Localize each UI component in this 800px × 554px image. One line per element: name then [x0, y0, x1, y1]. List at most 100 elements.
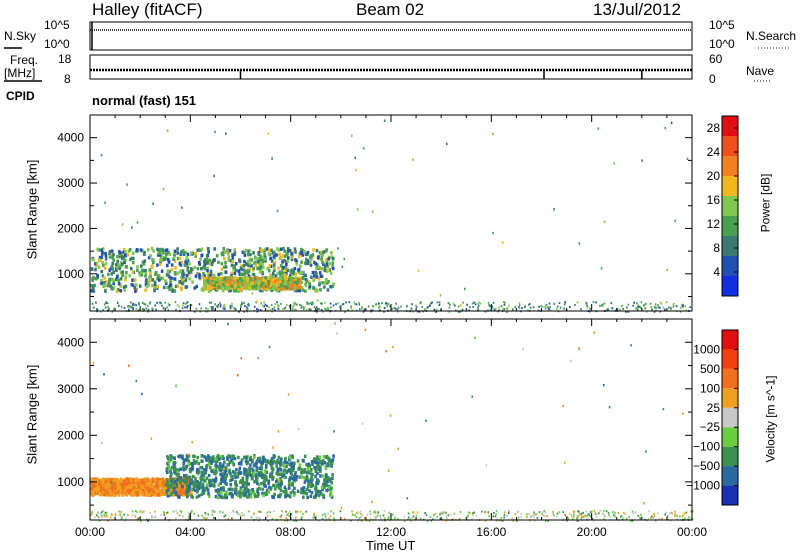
echo-cell — [245, 474, 249, 478]
echo-cell — [277, 455, 281, 460]
echo-cell — [341, 303, 344, 306]
echo-cell — [285, 285, 289, 289]
echo-cell — [96, 247, 99, 251]
echo-cell — [264, 259, 267, 263]
echo-cell — [169, 470, 172, 474]
echo-cell — [113, 307, 115, 310]
echo-cell — [358, 303, 361, 306]
echo-cell — [643, 502, 645, 505]
echo-cell — [102, 487, 105, 491]
echo-cell — [144, 288, 147, 292]
echo-cell — [128, 481, 131, 485]
echo-cell — [383, 119, 386, 122]
echo-cell — [397, 447, 400, 450]
echo-cell — [624, 512, 627, 515]
echo-cell — [282, 272, 285, 276]
echo-cell — [266, 247, 269, 251]
echo-cell — [275, 478, 279, 482]
echo-cell — [580, 512, 583, 515]
echo-cell — [666, 515, 669, 518]
echo-cell — [180, 260, 184, 265]
echo-cell — [243, 301, 245, 304]
echo-cell — [265, 463, 268, 467]
echo-cell — [310, 483, 313, 487]
echo-cell — [495, 509, 498, 512]
echo-cell — [257, 308, 260, 311]
echo-cell — [242, 493, 245, 497]
power-colorbar-segment — [722, 196, 738, 216]
echo-cell — [253, 493, 257, 497]
echo-cell — [145, 492, 148, 497]
echo-cell — [207, 473, 211, 478]
echo-cell — [593, 510, 596, 513]
echo-cell — [262, 455, 265, 459]
echo-cell — [161, 304, 163, 307]
echo-cell — [262, 249, 265, 253]
echo-cell — [145, 482, 149, 486]
echo-cell — [275, 289, 279, 293]
echo-cell — [185, 473, 188, 478]
echo-cell — [611, 307, 613, 310]
echo-cell — [289, 280, 292, 285]
echo-cell — [387, 303, 390, 305]
echo-cell — [248, 470, 251, 475]
echo-cell — [230, 284, 233, 288]
echo-cell — [394, 307, 397, 310]
echo-cell — [514, 306, 516, 309]
velocity-colorbar-tick-label: 25 — [707, 401, 721, 415]
echo-cell — [193, 488, 197, 492]
echo-cell — [190, 304, 193, 307]
echo-cell — [315, 275, 319, 279]
echo-cell — [262, 476, 265, 480]
echo-cell — [163, 483, 167, 488]
echo-cell — [225, 495, 229, 500]
echo-cell — [136, 481, 140, 486]
echo-cell — [474, 303, 477, 306]
echo-cell — [158, 278, 161, 282]
echo-cell — [240, 305, 242, 308]
echo-cell — [314, 516, 316, 519]
echo-cell — [324, 249, 327, 254]
echo-cell — [131, 270, 135, 274]
echo-cell — [101, 274, 105, 278]
echo-cell — [325, 308, 327, 311]
echo-cell — [187, 459, 191, 463]
echo-cell — [115, 483, 119, 487]
echo-cell — [211, 510, 214, 513]
echo-cell — [276, 209, 279, 213]
echo-cell — [119, 479, 122, 483]
echo-cell — [217, 465, 221, 469]
echo-cell — [317, 277, 321, 281]
echo-cell — [348, 301, 351, 304]
echo-cell — [101, 490, 105, 494]
echo-cell — [306, 302, 308, 305]
echo-cell — [283, 259, 286, 263]
echo-cell — [199, 476, 202, 481]
echo-cell — [468, 309, 470, 312]
power-colorbar-tick-label: 8 — [713, 241, 720, 255]
echo-cell — [94, 268, 97, 272]
echo-cell — [261, 284, 265, 289]
echo-cell — [203, 280, 207, 285]
echo-cell — [138, 492, 142, 496]
echo-cell — [124, 519, 126, 522]
echo-cell — [225, 482, 228, 486]
echo-cell — [268, 345, 271, 349]
echo-cell — [445, 515, 448, 518]
echo-cell — [240, 357, 243, 360]
echo-cell — [231, 305, 233, 308]
echo-cell — [173, 289, 177, 293]
echo-cell — [143, 477, 147, 481]
echo-cell — [156, 301, 158, 304]
echo-cell — [303, 480, 307, 484]
echo-cell — [576, 514, 578, 517]
echo-cell — [276, 301, 278, 304]
echo-cell — [210, 276, 213, 280]
echo-cell — [102, 284, 105, 289]
echo-cell — [628, 516, 630, 518]
echo-cell — [169, 276, 172, 280]
echo-cell — [339, 510, 342, 513]
echo-cell — [474, 336, 476, 339]
echo-cell — [105, 514, 107, 517]
echo-cell — [132, 480, 135, 484]
